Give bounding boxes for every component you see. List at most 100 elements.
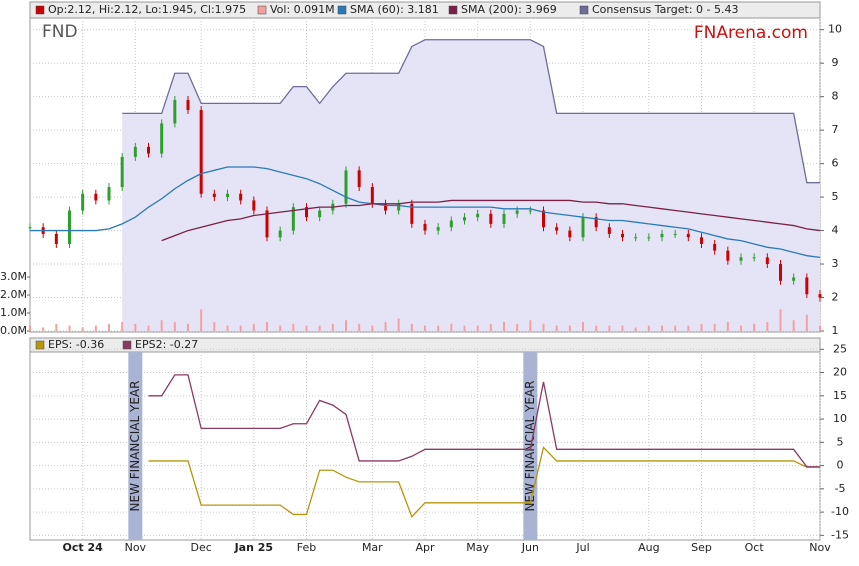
x-tick-label: Oct: [745, 541, 765, 554]
x-tick-label: Mar: [362, 541, 383, 554]
volume-bar: [200, 309, 203, 331]
volume-bar: [476, 325, 479, 331]
sma-line: [30, 166, 821, 258]
volume-bar: [819, 325, 821, 331]
volume-bar: [266, 322, 268, 331]
volume-bar: [450, 323, 453, 331]
volume-bar: [424, 325, 426, 331]
legend-label: EPS2: -0.27: [135, 338, 198, 351]
y-tick-label: 8: [832, 90, 839, 103]
candle: [647, 237, 651, 239]
x-tick-label: Oct 24: [63, 541, 104, 554]
volume-bar: [108, 323, 110, 331]
volume-bar: [766, 322, 769, 331]
candle: [94, 193, 98, 201]
volume-bar: [55, 323, 58, 331]
volume-bar: [621, 325, 624, 331]
volume-bar: [279, 325, 282, 331]
legend-label: Consensus Target: 0 - 5.43: [592, 3, 738, 16]
volume-bar: [42, 327, 45, 331]
volume-bar: [305, 325, 308, 331]
legend-label: Op:2.12, Hi:2.12, Lo:1.945, Cl:1.975: [48, 3, 246, 16]
candle: [528, 210, 532, 212]
y-tick-label: -15: [831, 528, 849, 541]
candle: [792, 277, 796, 281]
candle: [81, 193, 85, 211]
y-tick-label: 1: [832, 324, 839, 337]
volume-bar: [674, 325, 677, 331]
candle: [489, 213, 493, 224]
volume-bar: [239, 325, 242, 331]
candle: [476, 213, 480, 218]
plot-layer: Oct 24 Nov Dec Jan 25 Feb Mar Apr May Jun Jul Aug S…: [0, 3, 849, 554]
volume-bar: [582, 322, 584, 331]
fy-label: NEW FINANCIAL YEAR: [523, 381, 537, 512]
volume-bar: [318, 325, 321, 331]
candle: [252, 200, 256, 211]
y2-tick-label: 0.0M: [0, 324, 27, 337]
candle: [384, 203, 387, 211]
volume-bar: [792, 320, 795, 331]
candle: [147, 146, 150, 154]
candle: [713, 243, 717, 251]
legend-swatch: [579, 5, 589, 15]
volume-bar: [595, 325, 598, 331]
candle: [555, 227, 559, 231]
volume-bar: [371, 325, 374, 331]
candle: [370, 187, 374, 204]
legend-label: SMA (60): 3.181: [350, 3, 439, 16]
eps-line: [148, 446, 820, 518]
volume-bar: [555, 325, 558, 331]
y-tick-label: 6: [832, 157, 839, 170]
legend-swatch: [337, 5, 347, 15]
volume-bar: [753, 323, 756, 331]
candle: [805, 277, 809, 295]
y2-tick-label: 3.0M: [0, 270, 27, 283]
candle: [28, 227, 32, 229]
candle: [581, 217, 585, 238]
volume-bar: [568, 325, 571, 331]
volume-bar: [437, 325, 440, 331]
candle: [173, 100, 177, 124]
candle: [120, 156, 124, 188]
candle: [397, 203, 401, 211]
candle: [634, 237, 638, 239]
candle: [779, 264, 782, 281]
candle: [621, 233, 624, 238]
candle: [463, 217, 466, 221]
volume-bar: [292, 323, 295, 331]
volume-bar: [516, 323, 519, 331]
legend-label: SMA (200): 3.969: [461, 3, 557, 16]
candle: [278, 230, 282, 238]
candle: [568, 230, 572, 238]
volume-bar: [647, 325, 650, 331]
y-tick-label: -5: [835, 482, 846, 495]
y2-tick-label: 1.0M: [0, 306, 27, 319]
candle: [265, 210, 269, 238]
x-tick-label: Jul: [575, 541, 589, 554]
y-tick-label: 25: [833, 342, 847, 355]
candle: [700, 237, 703, 244]
volume-bar: [542, 323, 545, 331]
volume-bar: [503, 322, 505, 331]
candle: [660, 233, 664, 238]
volume-bar: [134, 323, 137, 331]
legend-swatch: [122, 340, 132, 350]
volume-bar: [529, 320, 532, 331]
legend-swatch: [257, 5, 267, 15]
candle: [160, 123, 164, 154]
y-tick-label: 9: [832, 56, 839, 69]
candle: [199, 110, 203, 194]
candle: [68, 210, 71, 244]
volume-bar: [358, 323, 361, 331]
y-tick-label: 10: [833, 412, 847, 425]
fy-label: NEW FINANCIAL YEAR: [128, 381, 142, 512]
legend-label: Vol: 0.091M: [270, 3, 335, 16]
target-line: [122, 39, 820, 184]
x-tick-label: Jan 25: [234, 541, 273, 554]
legend-label: EPS: -0.36: [48, 338, 104, 351]
volume-bar: [700, 323, 703, 331]
volume-bar: [634, 327, 637, 331]
y-tick-label: 5: [837, 435, 844, 448]
